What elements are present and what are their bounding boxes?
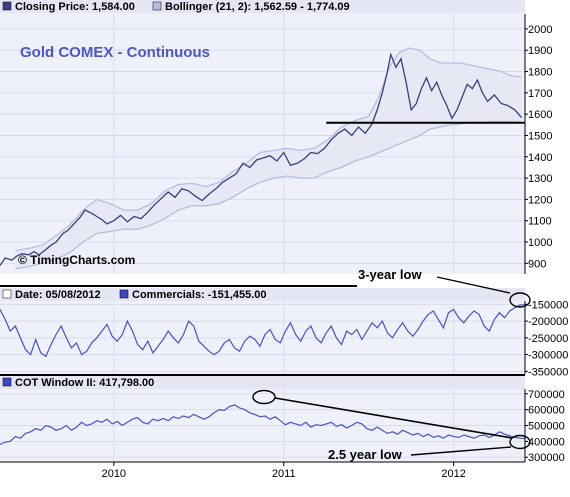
closing-legend-swatch: [2, 1, 12, 11]
commercials-legend-swatch: [119, 289, 129, 299]
commercials-line: [0, 304, 526, 358]
bollinger-lower-line: [15, 120, 522, 270]
annotations: 3-year low 2.5 year low: [252, 267, 531, 462]
cot-legend-swatch: [2, 377, 12, 387]
annotation-2-5-year-low-pointer: [410, 446, 512, 456]
cot-window-line: [0, 404, 526, 446]
date-legend-swatch: [2, 289, 12, 299]
bollinger-legend-swatch: [152, 1, 162, 11]
commercials-panel-bg: [0, 288, 525, 374]
y-tick-label: -300000: [528, 350, 568, 362]
y-tick-label: 1700: [528, 88, 552, 100]
legend-commercials: Commercials: -151,455.00: [132, 289, 267, 301]
price-y-axis: 900 1000 1100 1200 1300 1400 1500 1600 1700 1800 1…: [524, 14, 552, 274]
legend-cot: COT Window II: 417,798.00: [15, 377, 154, 389]
x-tick-label: 2012: [441, 468, 465, 480]
cot-panel: COT Window II: 417,798.00 300000 400000 50…: [0, 376, 565, 464]
legend-date: Date: 05/08/2012: [15, 289, 101, 301]
cot-legend-bar: [0, 376, 525, 389]
x-tick-label: 2011: [272, 468, 296, 480]
price-panel: Closing Price: 1,584.00 Bollinger (21, 2…: [0, 0, 552, 274]
y-tick-label: 1800: [528, 67, 552, 79]
price-legend-bar: [0, 0, 525, 13]
commercials-y-axis: -350000 -300000 -250000 -200000 -150000: [524, 299, 568, 378]
cot-y-axis: 300000 400000 500000 600000 700000: [524, 389, 565, 464]
annotation-2-5-year-low-circle: [509, 434, 531, 450]
y-tick-label: 700000: [528, 389, 565, 401]
y-tick-label: 1100: [528, 216, 552, 228]
annotation-cot-decline-line: [274, 397, 513, 439]
bollinger-upper-line: [15, 47, 522, 252]
legend-closing-price: Closing Price: 1,584.00: [15, 1, 135, 13]
chart-title: Gold COMEX - Continuous: [20, 44, 210, 61]
annotation-3-year-low-circle: [509, 292, 531, 308]
annotation-2-5-year-low: 2.5 year low: [328, 447, 403, 462]
x-tick-label: 2010: [102, 468, 126, 480]
y-tick-label: -350000: [528, 366, 568, 378]
commercials-legend-bar: [0, 288, 525, 301]
y-tick-label: 400000: [528, 436, 565, 448]
y-tick-label: 1600: [528, 109, 552, 121]
y-tick-label: 1000: [528, 237, 552, 249]
commercials-gridlines: [0, 301, 525, 374]
y-tick-label: 300000: [528, 452, 565, 464]
y-tick-label: 600000: [528, 405, 565, 417]
closing-price-line: [0, 52, 523, 266]
bollinger-band-fill: [15, 48, 522, 269]
annotation-3-year-low-pointer: [436, 276, 511, 294]
y-tick-label: 2000: [528, 24, 552, 36]
annotation-cot-peak-circle: [252, 389, 276, 405]
x-axis: 2010 2011 2012: [0, 461, 525, 480]
y-tick-label: 1900: [528, 45, 552, 57]
y-tick-label: -250000: [528, 333, 568, 345]
y-tick-label: 1300: [528, 173, 552, 185]
y-tick-label: -200000: [528, 316, 568, 328]
y-tick-label: 1200: [528, 194, 552, 206]
watermark: © TimingCharts.com: [18, 253, 135, 267]
y-tick-label: 1500: [528, 130, 552, 142]
annotation-3-year-low: 3-year low: [358, 267, 422, 282]
y-tick-label: 1400: [528, 152, 552, 164]
legend-bollinger: Bollinger (21, 2): 1,562.59 - 1,774.09: [165, 1, 350, 13]
y-tick-label: 500000: [528, 421, 565, 433]
y-tick-label: 900: [528, 258, 546, 270]
commercials-panel: Date: 05/08/2012 Commercials: -151,455.0…: [0, 288, 568, 378]
y-tick-label: -150000: [528, 299, 568, 311]
